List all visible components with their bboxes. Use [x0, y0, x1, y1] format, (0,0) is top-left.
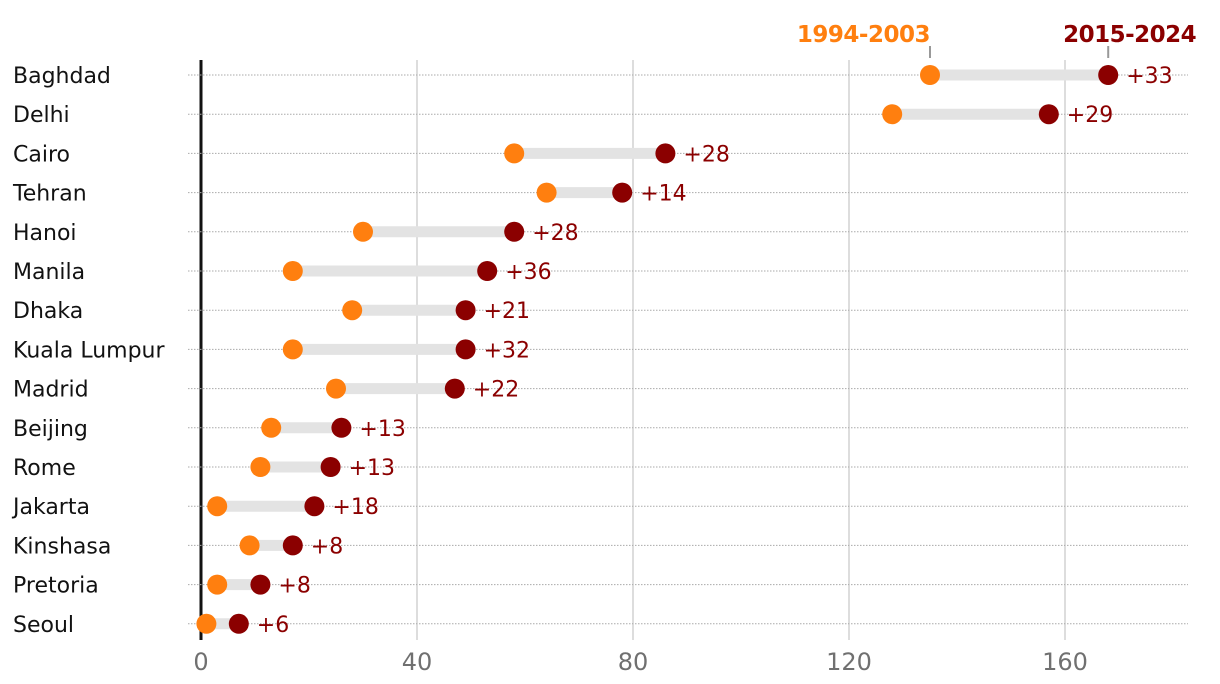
diff-label: +22	[473, 378, 519, 403]
x-tick-label: 160	[1042, 648, 1088, 676]
diff-label: +32	[484, 338, 530, 363]
diff-label: +28	[683, 142, 729, 167]
city-label: Beijing	[13, 417, 88, 442]
dot-1994-2003	[882, 104, 903, 125]
diff-label: +36	[505, 260, 551, 285]
dot-1994-2003	[239, 535, 260, 556]
city-label: Seoul	[13, 613, 74, 638]
dot-2015-2024	[320, 457, 341, 477]
dot-2015-2024	[655, 143, 676, 164]
diff-label: +29	[1067, 103, 1113, 128]
city-label: Kinshasa	[13, 534, 111, 559]
dot-2015-2024	[228, 613, 249, 634]
dot-2015-2024	[455, 339, 476, 360]
dot-1994-2003	[326, 378, 346, 399]
diff-label: +33	[1126, 64, 1172, 89]
city-label: Tehran	[12, 182, 87, 207]
x-tick-label: 40	[402, 648, 433, 676]
city-label: Cairo	[13, 142, 70, 167]
dot-1994-2003	[261, 417, 282, 438]
legend: 1994-2003 2015-2024	[797, 22, 1197, 58]
dot-2015-2024	[455, 300, 476, 321]
dot-2015-2024	[504, 221, 525, 242]
x-tick-label: 80	[618, 648, 649, 676]
city-label: Dhaka	[13, 299, 83, 324]
diff-label: +21	[484, 299, 530, 324]
dot-2015-2024	[612, 182, 633, 203]
dot-1994-2003	[207, 574, 228, 595]
labels: Baghdad +33 Delhi +29 Cairo +28 Tehran +14 Hanoi…	[11, 64, 1173, 638]
dot-1994-2003	[353, 221, 373, 242]
dot-1994-2003	[196, 613, 217, 634]
dot-1994-2003	[920, 65, 940, 85]
diff-label: +8	[278, 574, 310, 599]
city-label: Madrid	[13, 378, 89, 403]
diff-label: +6	[257, 613, 289, 638]
city-label: Hanoi	[13, 221, 77, 246]
city-label: Baghdad	[13, 64, 111, 89]
dot-1994-2003	[250, 457, 271, 477]
dot-2015-2024	[444, 378, 465, 399]
dot-2015-2024	[250, 574, 271, 595]
city-label: Pretoria	[13, 574, 99, 599]
diff-label: +18	[332, 495, 378, 520]
dot-1994-2003	[504, 143, 525, 164]
dot-1994-2003	[342, 300, 363, 321]
dot-1994-2003	[207, 496, 228, 517]
dots	[196, 65, 1119, 634]
connectors	[206, 69, 1109, 630]
city-label: Delhi	[13, 103, 70, 128]
diff-label: +28	[532, 221, 578, 246]
diff-label: +8	[311, 534, 343, 559]
dot-2015-2024	[477, 261, 498, 281]
city-label: Kuala Lumpur	[13, 338, 165, 363]
dot-1994-2003	[282, 339, 303, 360]
x-tick-label: 120	[826, 648, 872, 676]
legend-label: 1994-2003	[797, 22, 930, 48]
diff-label: +13	[359, 417, 405, 442]
dot-1994-2003	[536, 182, 557, 203]
dot-2015-2024	[1038, 104, 1059, 125]
city-label: Manila	[13, 260, 85, 285]
dot-2015-2024	[304, 496, 325, 517]
city-label: Rome	[13, 456, 76, 481]
diff-label: +13	[349, 456, 395, 481]
dot-2015-2024	[282, 535, 303, 556]
dot-2015-2024	[1098, 65, 1119, 85]
diff-label: +14	[640, 182, 686, 207]
dot-2015-2024	[331, 417, 352, 438]
dot-1994-2003	[282, 261, 303, 281]
city-label: Jakarta	[11, 495, 90, 520]
x-axis-ticks: 0 40 80 120 160	[193, 648, 1088, 676]
x-tick-label: 0	[193, 648, 208, 676]
legend-label: 2015-2024	[1063, 22, 1196, 48]
